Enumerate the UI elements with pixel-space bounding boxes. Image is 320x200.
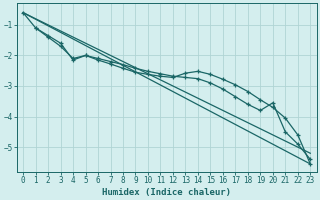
X-axis label: Humidex (Indice chaleur): Humidex (Indice chaleur)	[102, 188, 231, 197]
